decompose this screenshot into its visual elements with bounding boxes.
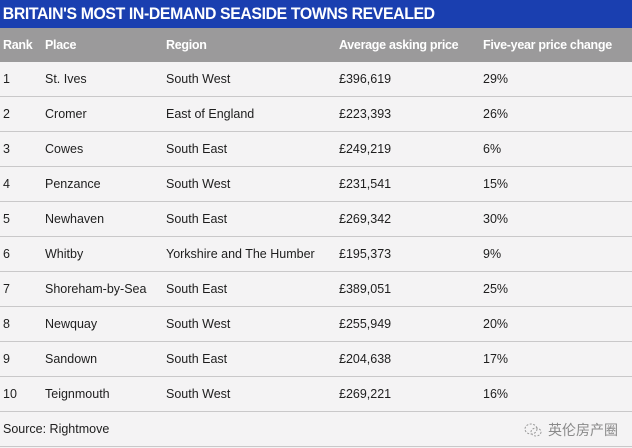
- cell-region: South West: [166, 166, 339, 202]
- cell-price: £223,393: [339, 96, 483, 132]
- source-text: Source: Rightmove: [3, 422, 110, 436]
- cell-region: South East: [166, 271, 339, 307]
- cell-region: South West: [166, 306, 339, 342]
- cell-rank: 7: [0, 271, 45, 307]
- cell-change: 16%: [483, 376, 632, 412]
- header-row: Rank Place Region Average asking price F…: [0, 28, 632, 62]
- table-row: 5 Newhaven South East £269,342 30%: [0, 201, 632, 237]
- table-row: 9 Sandown South East £204,638 17%: [0, 341, 632, 377]
- cell-change: 15%: [483, 166, 632, 202]
- table-row: 4 Penzance South West £231,541 15%: [0, 166, 632, 202]
- cell-rank: 9: [0, 341, 45, 377]
- header-change: Five-year price change: [483, 28, 632, 62]
- cell-region: South West: [166, 376, 339, 412]
- cell-rank: 2: [0, 96, 45, 132]
- table-row: 2 Cromer East of England £223,393 26%: [0, 96, 632, 132]
- cell-change: 6%: [483, 131, 632, 167]
- cell-change: 25%: [483, 271, 632, 307]
- table-row: 3 Cowes South East £249,219 6%: [0, 131, 632, 167]
- cell-place: Newhaven: [45, 201, 166, 237]
- cell-region: South West: [166, 62, 339, 97]
- cell-rank: 8: [0, 306, 45, 342]
- table-row: 8 Newquay South West £255,949 20%: [0, 306, 632, 342]
- seaside-towns-table: Rank Place Region Average asking price F…: [0, 28, 632, 447]
- cell-price: £195,373: [339, 236, 483, 272]
- cell-change: 17%: [483, 341, 632, 377]
- cell-place: Sandown: [45, 341, 166, 377]
- cell-change: 26%: [483, 96, 632, 132]
- cell-rank: 10: [0, 376, 45, 412]
- cell-region: South East: [166, 131, 339, 167]
- cell-region: South East: [166, 341, 339, 377]
- cell-price: £204,638: [339, 341, 483, 377]
- cell-price: £396,619: [339, 62, 483, 97]
- cell-place: Shoreham-by-Sea: [45, 271, 166, 307]
- cell-change: 30%: [483, 201, 632, 237]
- table-row: 7 Shoreham-by-Sea South East £389,051 25…: [0, 271, 632, 307]
- cell-place: Whitby: [45, 236, 166, 272]
- cell-price: £231,541: [339, 166, 483, 202]
- cell-region: Yorkshire and The Humber: [166, 236, 339, 272]
- source-row: Source: Rightmove 英伦房产圈: [0, 411, 632, 447]
- cell-place: Newquay: [45, 306, 166, 342]
- table-title: BRITAIN'S MOST IN-DEMAND SEASIDE TOWNS R…: [0, 0, 632, 28]
- cell-place: Teignmouth: [45, 376, 166, 412]
- cell-change: 29%: [483, 62, 632, 97]
- cell-region: South East: [166, 201, 339, 237]
- cell-change: 20%: [483, 306, 632, 342]
- cell-rank: 4: [0, 166, 45, 202]
- table-row: 6 Whitby Yorkshire and The Humber £195,3…: [0, 236, 632, 272]
- cell-price: £389,051: [339, 271, 483, 307]
- header-price: Average asking price: [339, 28, 483, 62]
- cell-price: £255,949: [339, 306, 483, 342]
- cell-price: £269,342: [339, 201, 483, 237]
- header-region: Region: [166, 28, 339, 62]
- cell-place: St. Ives: [45, 62, 166, 97]
- cell-region: East of England: [166, 96, 339, 132]
- source-cell: Source: Rightmove 英伦房产圈: [0, 411, 632, 447]
- cell-rank: 1: [0, 62, 45, 97]
- table-row: 1 St. Ives South West £396,619 29%: [0, 62, 632, 97]
- cell-place: Penzance: [45, 166, 166, 202]
- cell-change: 9%: [483, 236, 632, 272]
- cell-rank: 3: [0, 131, 45, 167]
- cell-rank: 5: [0, 201, 45, 237]
- cell-price: £269,221: [339, 376, 483, 412]
- cell-place: Cromer: [45, 96, 166, 132]
- cell-place: Cowes: [45, 131, 166, 167]
- cell-rank: 6: [0, 236, 45, 272]
- header-rank: Rank: [0, 28, 45, 62]
- watermark: 英伦房产圈: [524, 420, 618, 440]
- wechat-icon: [524, 423, 542, 437]
- watermark-text: 英伦房产圈: [548, 423, 618, 439]
- header-place: Place: [45, 28, 166, 62]
- table-row: 10 Teignmouth South West £269,221 16%: [0, 376, 632, 412]
- cell-price: £249,219: [339, 131, 483, 167]
